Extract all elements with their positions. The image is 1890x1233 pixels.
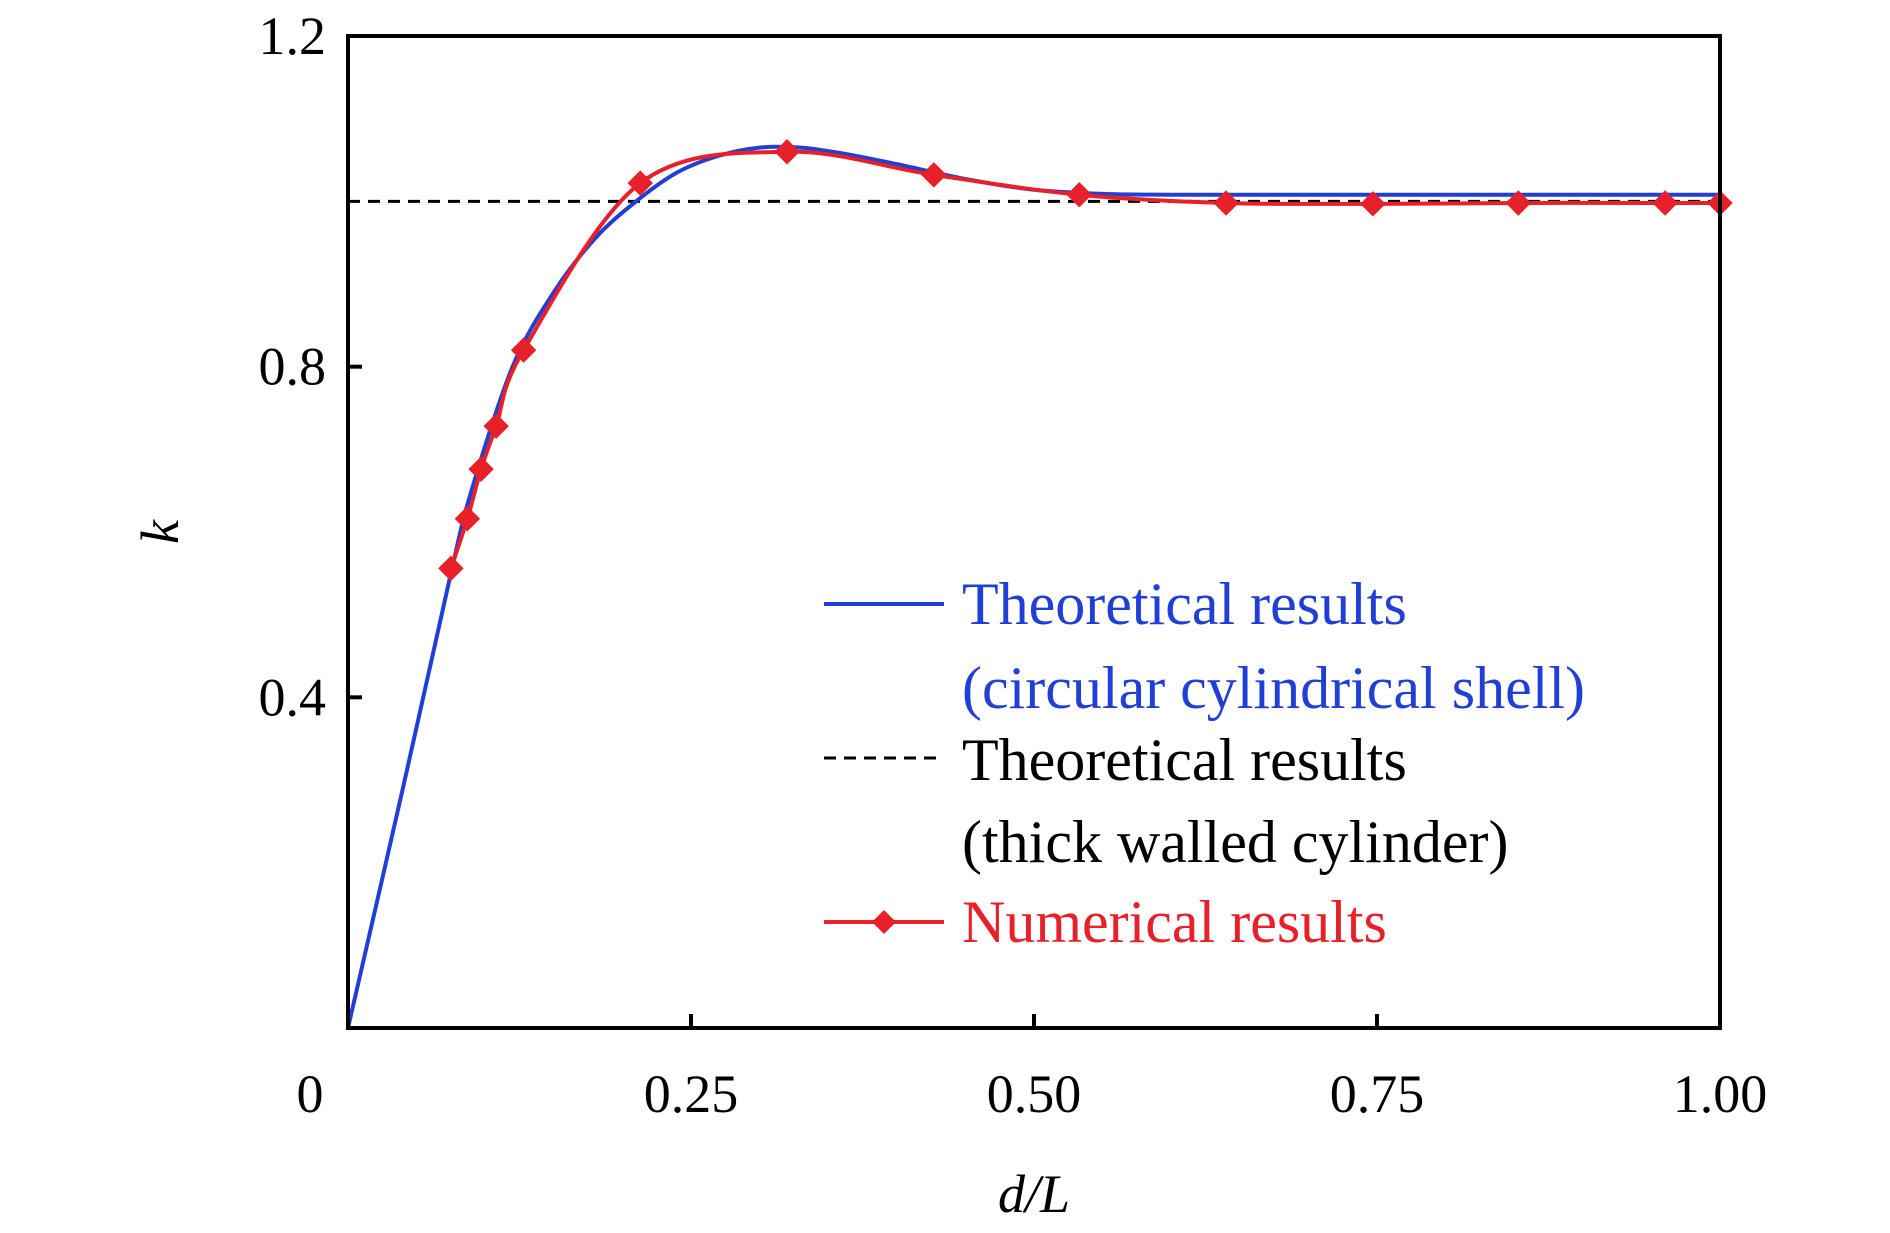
legend-label: (circular cylindrical shell) <box>962 655 1585 721</box>
x-axis-label: d/L <box>998 1164 1070 1224</box>
series-line-2 <box>449 149 1720 570</box>
y-tick-label: 0.8 <box>259 337 327 397</box>
legend-label: Numerical results <box>962 889 1387 955</box>
x-tick-label: 0 <box>297 1064 324 1124</box>
data-point-marker <box>1652 190 1678 216</box>
data-point-marker <box>627 170 653 196</box>
legend-label: Theoretical results <box>962 727 1407 793</box>
x-tick-label: 0.25 <box>644 1064 739 1124</box>
data-point-marker <box>774 139 800 165</box>
legend-marker <box>872 910 896 934</box>
data-point-marker <box>1066 182 1092 208</box>
ticks-layer: 0 0.25 0.50 0.75 1.00 0.4 0.8 1.2 <box>259 6 1768 1124</box>
data-point-marker <box>921 162 947 188</box>
series-layer <box>346 139 1733 1029</box>
data-point-marker <box>438 555 464 582</box>
x-tick-label: 0.75 <box>1330 1064 1425 1124</box>
data-point-marker <box>483 413 509 439</box>
data-point-marker <box>454 506 481 532</box>
data-point-marker <box>1360 191 1386 217</box>
x-tick-label: 0.50 <box>987 1064 1082 1124</box>
legend-label: (thick walled cylinder) <box>962 809 1508 875</box>
y-axis-label: k <box>130 519 190 544</box>
data-point-marker <box>1505 190 1532 216</box>
x-tick-label: 1.00 <box>1673 1064 1768 1124</box>
data-point-marker <box>468 456 494 482</box>
legend: Theoretical results(circular cylindrical… <box>824 571 1585 955</box>
data-point-marker <box>510 337 537 363</box>
data-point-marker <box>1213 190 1239 216</box>
plot-frame <box>346 34 1722 1030</box>
legend-label: Theoretical results <box>962 571 1407 637</box>
y-tick-label: 0.4 <box>259 667 327 727</box>
y-tick-label: 1.2 <box>259 6 327 66</box>
